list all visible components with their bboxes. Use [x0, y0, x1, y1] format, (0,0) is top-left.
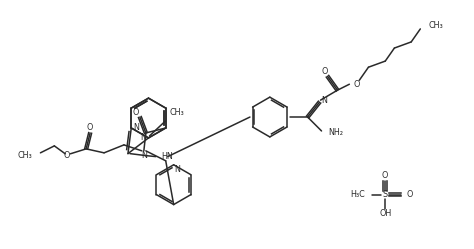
Text: O: O — [382, 171, 388, 180]
Text: CH₃: CH₃ — [428, 21, 443, 30]
Text: N: N — [133, 124, 139, 132]
Text: HN: HN — [161, 152, 173, 161]
Text: OH: OH — [379, 209, 392, 218]
Text: H₃C: H₃C — [351, 190, 365, 199]
Text: N: N — [175, 165, 181, 174]
Text: O: O — [63, 151, 70, 160]
Text: O: O — [133, 108, 139, 117]
Text: O: O — [321, 67, 328, 76]
Text: N: N — [141, 151, 147, 160]
Text: CH₃: CH₃ — [18, 151, 32, 160]
Text: S: S — [383, 190, 388, 199]
Text: O: O — [353, 80, 360, 89]
Text: CH₃: CH₃ — [170, 108, 185, 117]
Text: N: N — [141, 133, 146, 142]
Text: NH₂: NH₂ — [328, 128, 344, 137]
Text: O: O — [406, 190, 412, 199]
Text: O: O — [87, 124, 93, 132]
Text: N: N — [321, 96, 328, 105]
